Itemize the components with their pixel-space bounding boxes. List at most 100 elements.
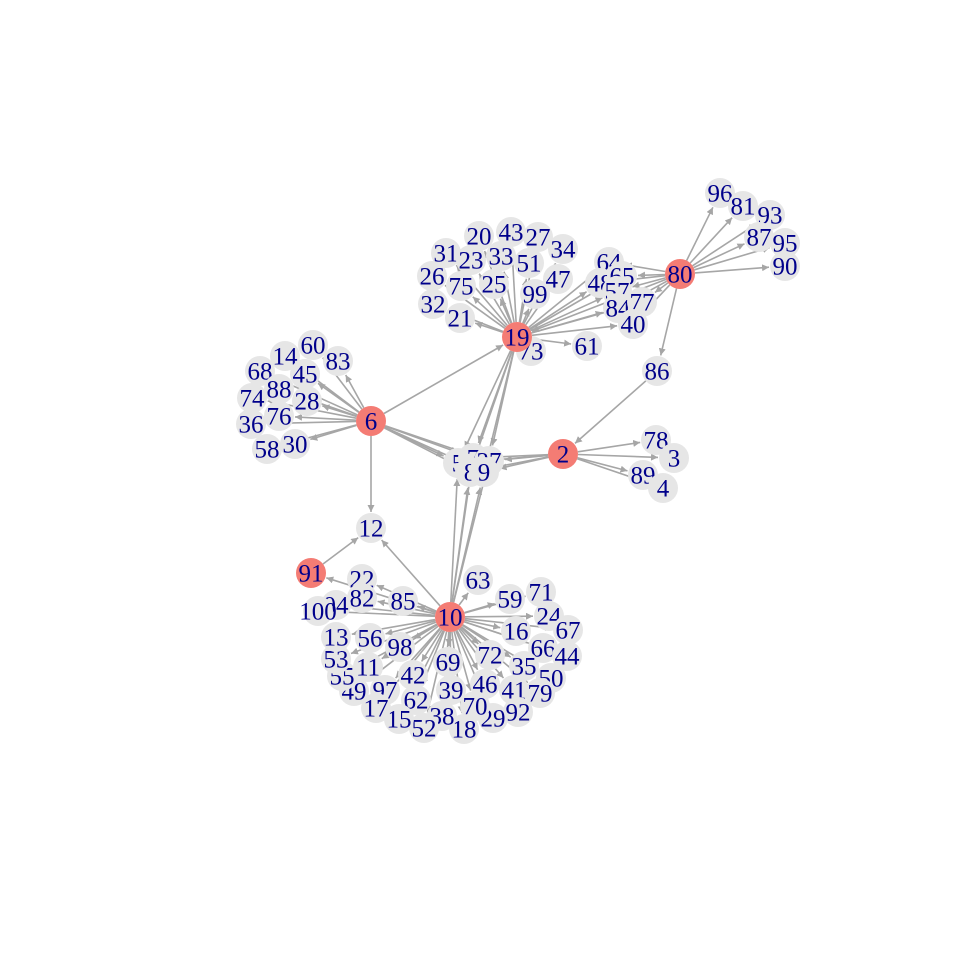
node-circle-95	[770, 228, 800, 258]
node-circle-79	[525, 678, 555, 708]
node-label-21: 21	[448, 306, 473, 333]
node-circle-81	[728, 191, 758, 221]
edge-10-to-9	[452, 487, 483, 603]
node-label-28: 28	[295, 389, 320, 416]
node-circle-58	[252, 434, 282, 464]
edge-10-to-12	[381, 539, 441, 607]
node-circle-27	[523, 222, 553, 252]
edge-6-to-83	[344, 374, 365, 409]
node-circle-100	[303, 596, 333, 626]
node-label-10: 10	[438, 605, 463, 632]
node-circle-40	[618, 309, 648, 339]
node-circle-18	[449, 714, 479, 744]
node-label-25: 25	[482, 272, 507, 299]
node-23: 23	[456, 245, 486, 275]
node-label-91: 91	[299, 561, 324, 588]
edge-2-to-78	[577, 439, 641, 453]
node-19: 19	[502, 322, 532, 352]
node-circle-17	[361, 693, 391, 723]
node-circle-80	[665, 259, 695, 289]
node-99: 99	[520, 279, 550, 309]
node-circle-11	[353, 652, 383, 682]
node-circle-26	[417, 261, 447, 291]
node-label-30: 30	[283, 432, 308, 459]
node-label-61: 61	[575, 334, 600, 361]
node-circle-15	[384, 704, 414, 734]
node-circle-72	[475, 640, 505, 670]
node-circle-92	[503, 697, 533, 727]
node-2: 2	[548, 439, 578, 469]
node-82: 82	[347, 583, 377, 613]
node-circle-51	[514, 248, 544, 278]
node-label-56: 56	[358, 626, 383, 653]
node-87: 87	[744, 222, 774, 252]
node-circle-91	[296, 558, 326, 588]
node-label-19: 19	[505, 325, 530, 352]
node-90: 90	[770, 251, 800, 281]
edge-2-to-9	[499, 456, 549, 471]
edge-19-to-8	[474, 350, 513, 458]
edge-19-to-75	[472, 296, 507, 328]
edge-10-to-5	[450, 478, 461, 603]
node-label-6: 6	[365, 409, 378, 436]
node-83: 83	[323, 346, 353, 376]
edge-19-to-40	[531, 323, 618, 337]
node-label-16: 16	[504, 619, 529, 646]
node-circle-88	[264, 374, 294, 404]
node-34: 34	[548, 234, 578, 264]
edge-10-to-91	[326, 576, 436, 614]
node-label-47: 47	[546, 267, 571, 294]
node-28: 28	[292, 386, 322, 416]
node-label-9: 9	[478, 460, 491, 487]
edge-10-to-56	[385, 620, 436, 636]
node-75: 75	[446, 271, 476, 301]
edge-80-to-96	[685, 206, 714, 261]
node-label-13: 13	[324, 625, 349, 652]
node-circle-35	[509, 651, 539, 681]
node-86: 86	[642, 356, 672, 386]
node-label-72: 72	[478, 643, 503, 670]
edge-19-to-48	[529, 291, 588, 330]
node-label-98: 98	[388, 635, 413, 662]
edge-19-to-9	[486, 351, 515, 457]
edge-6-to-19	[383, 344, 504, 415]
node-circle-3	[659, 443, 689, 473]
edge-19-to-99	[522, 308, 530, 324]
node-label-42: 42	[401, 663, 426, 690]
edge-10-to-69	[445, 631, 453, 647]
edge-10-to-72	[460, 626, 479, 645]
node-label-12: 12	[359, 516, 384, 543]
node-14: 14	[270, 341, 300, 371]
node-label-67: 67	[556, 618, 581, 645]
edge-10-to-85	[417, 605, 437, 613]
node-18: 18	[449, 714, 479, 744]
edge-91-to-12	[322, 536, 359, 565]
node-circle-83	[323, 346, 353, 376]
node-label-83: 83	[326, 349, 351, 376]
node-61: 61	[572, 331, 602, 361]
node-31: 31	[431, 238, 461, 268]
node-circle-63	[463, 565, 493, 595]
node-9: 9	[469, 457, 499, 487]
node-88: 88	[264, 374, 294, 404]
node-16: 16	[501, 616, 531, 646]
edge-6-to-45	[317, 382, 360, 413]
node-circle-34	[548, 234, 578, 264]
node-40: 40	[618, 309, 648, 339]
node-circle-98	[385, 632, 415, 662]
node-label-99: 99	[523, 282, 548, 309]
edge-80-to-77	[654, 282, 669, 294]
node-69: 69	[433, 647, 463, 677]
edge-19-to-21	[474, 321, 504, 334]
node-circle-4	[648, 473, 678, 503]
node-4: 4	[648, 473, 678, 503]
node-42: 42	[398, 660, 428, 690]
node-label-63: 63	[466, 568, 491, 595]
node-circle-90	[770, 251, 800, 281]
node-label-36: 36	[239, 412, 264, 439]
node-68: 68	[245, 356, 275, 386]
node-circle-2	[548, 439, 578, 469]
node-circle-6	[356, 406, 386, 436]
edge-80-to-90	[694, 264, 770, 274]
